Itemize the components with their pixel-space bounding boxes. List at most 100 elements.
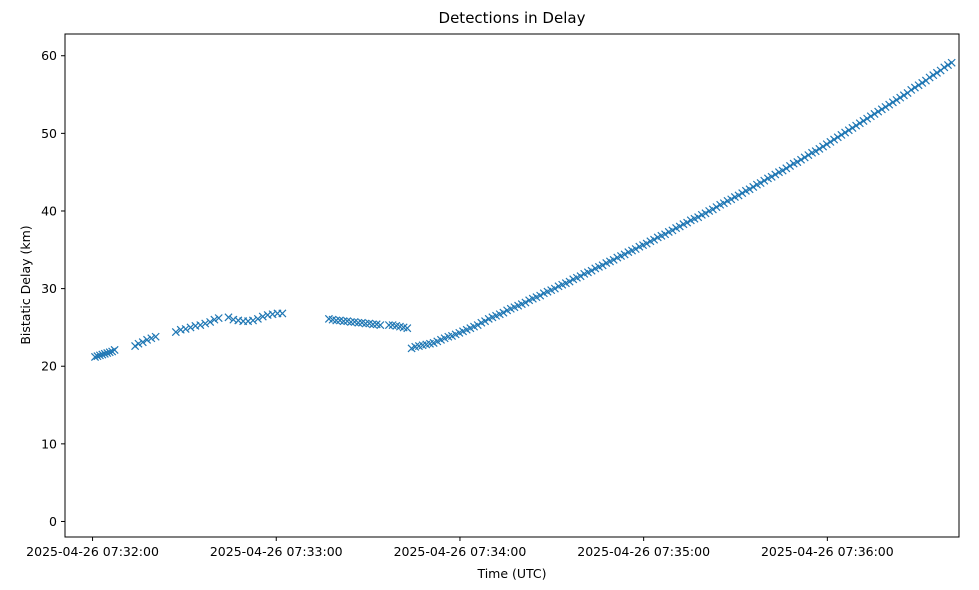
- data-point: [201, 319, 210, 328]
- data-point: [819, 142, 828, 151]
- data-point: [892, 95, 901, 105]
- data-point: [631, 244, 640, 254]
- data-point: [499, 308, 508, 317]
- chart-title: Detections in Delay: [439, 9, 586, 27]
- data-point: [899, 91, 908, 100]
- data-point: [760, 176, 769, 185]
- data-point: [727, 195, 736, 204]
- data-point: [910, 83, 919, 92]
- y-tick-label: 60: [41, 48, 57, 63]
- data-point: [368, 320, 378, 329]
- data-point: [694, 213, 703, 222]
- data-point: [830, 135, 839, 144]
- data-point: [778, 166, 787, 175]
- data-point: [683, 218, 692, 227]
- data-point: [800, 153, 809, 162]
- data-point: [376, 321, 385, 330]
- y-tick-label: 0: [49, 514, 57, 529]
- x-axis: 2025-04-26 07:32:00 2025-04-26 07:33:00 20…: [26, 537, 894, 559]
- data-point: [896, 93, 905, 102]
- data-point: [384, 321, 393, 330]
- data-point: [210, 315, 219, 324]
- data-point: [929, 71, 938, 80]
- data-point: [258, 312, 267, 321]
- data-point: [815, 144, 824, 153]
- y-tick-label: 20: [41, 359, 57, 374]
- data-point: [661, 230, 670, 239]
- data-point: [214, 314, 223, 323]
- data-point: [870, 109, 879, 118]
- data-point: [881, 102, 890, 111]
- data-point: [866, 112, 875, 121]
- data-point: [738, 189, 747, 198]
- data-point: [874, 107, 883, 116]
- data-point: [598, 261, 607, 270]
- data-point: [587, 266, 596, 275]
- y-tick-label: 30: [41, 281, 57, 296]
- data-point: [932, 68, 941, 77]
- data-point: [822, 140, 831, 149]
- data-point: [947, 58, 956, 67]
- data-point: [793, 158, 802, 167]
- data-point: [796, 155, 806, 164]
- data-point: [138, 338, 147, 347]
- data-point: [925, 73, 934, 82]
- data-point: [712, 203, 721, 212]
- scatter-points: [90, 58, 956, 361]
- data-point: [98, 350, 107, 359]
- data-point: [550, 284, 559, 293]
- data-point: [206, 317, 215, 327]
- data-point: [473, 321, 482, 330]
- data-point: [196, 321, 205, 330]
- data-point: [782, 164, 791, 173]
- data-point: [105, 348, 114, 357]
- data-point: [734, 191, 743, 200]
- data-point: [224, 313, 233, 322]
- data-point: [642, 239, 651, 248]
- y-tick-label: 40: [41, 203, 57, 218]
- data-point: [650, 235, 659, 244]
- x-tick-label: 2025-04-26 07:36:00: [761, 544, 894, 559]
- data-point: [332, 316, 341, 325]
- data-point: [877, 105, 886, 114]
- data-point: [914, 81, 923, 90]
- y-tick-label: 50: [41, 126, 57, 141]
- data-point: [837, 130, 846, 139]
- data-point: [852, 121, 861, 130]
- data-point: [171, 328, 180, 337]
- data-point: [844, 126, 853, 135]
- data-point: [346, 317, 355, 327]
- data-point: [521, 298, 530, 307]
- data-point: [536, 291, 545, 300]
- data-point: [565, 277, 574, 286]
- data-point: [403, 324, 412, 333]
- data-point: [771, 170, 780, 179]
- data-point: [756, 179, 765, 188]
- data-point: [609, 255, 618, 264]
- data-point: [943, 61, 953, 70]
- data-point: [620, 250, 629, 259]
- x-tick-label: 2025-04-26 07:35:00: [577, 544, 710, 559]
- data-point: [143, 335, 152, 344]
- data-point: [90, 352, 100, 361]
- data-point: [907, 85, 916, 94]
- data-point: [253, 314, 262, 323]
- data-point: [134, 339, 143, 348]
- data-point: [859, 116, 868, 125]
- data-point: [841, 128, 850, 137]
- data-point: [93, 352, 102, 361]
- data-point: [110, 345, 119, 354]
- data-point: [361, 319, 370, 328]
- data-point: [767, 172, 776, 181]
- data-point: [885, 100, 894, 109]
- data-point: [940, 63, 949, 72]
- plot-area: [64, 33, 960, 538]
- data-point: [339, 317, 348, 326]
- data-point: [103, 349, 112, 358]
- data-point: [918, 78, 927, 87]
- data-point: [95, 351, 104, 360]
- data-point: [785, 161, 795, 170]
- data-point: [848, 123, 857, 132]
- data-point: [804, 151, 813, 160]
